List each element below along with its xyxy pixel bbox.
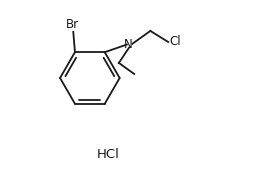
Text: Cl: Cl [170,35,181,48]
Text: Br: Br [66,18,79,31]
Text: HCl: HCl [97,148,120,161]
Text: N: N [124,38,133,51]
